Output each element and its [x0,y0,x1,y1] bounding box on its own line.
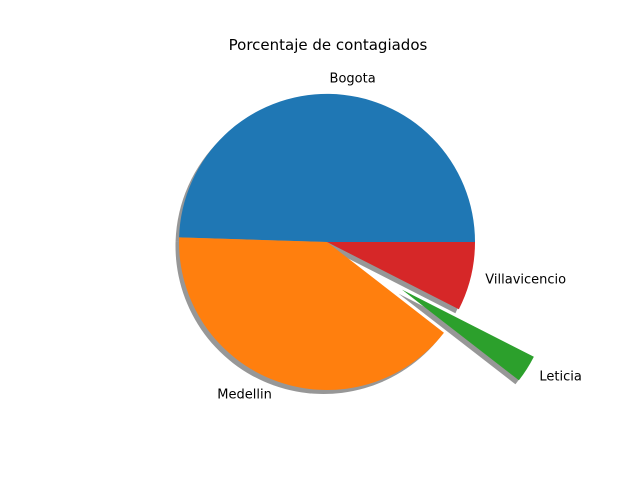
pie-slice-layer [178,93,534,390]
pie-label-bogota: Bogota [330,72,376,87]
pie-label-medellin: Medellin [217,388,272,403]
pie-slice-bogota [179,93,476,242]
pie-label-villavicencio: Villavicencio [485,273,566,288]
pie-slice-leticia [401,289,534,381]
pie-slice-villavicencio [327,242,475,310]
pie-label-leticia: Leticia [539,369,581,384]
pie-label-layer: Bogota Medellin Leticia Villavicencio [217,72,582,403]
pie-slice-medellin [178,237,444,390]
chart-title: Porcentaje de contagiados [229,36,428,54]
